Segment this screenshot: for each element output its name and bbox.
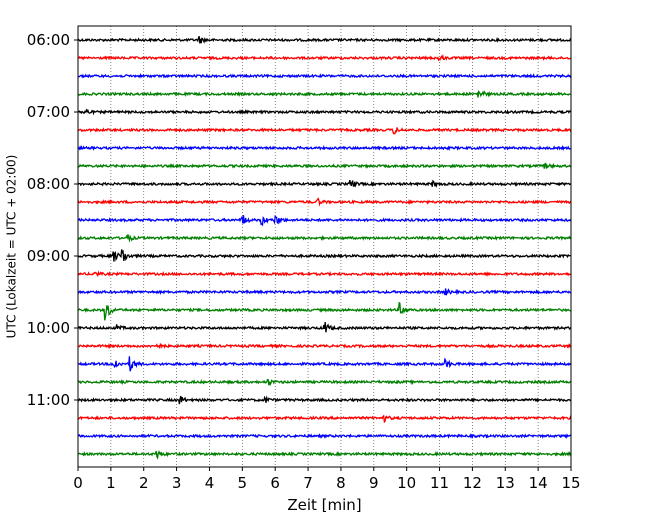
x-axis-title: Zeit [min] <box>287 496 361 514</box>
x-tick-label: 2 <box>139 474 149 492</box>
y-axis-title: UTC (Lokalzeit = UTC + 02:00) <box>5 155 19 339</box>
trace-line <box>77 53 572 62</box>
x-tick-label: 11 <box>430 474 449 492</box>
trace-line <box>77 162 572 170</box>
trace-line <box>77 108 572 116</box>
trace-line <box>77 270 572 278</box>
x-tick-label: 15 <box>561 474 580 492</box>
x-tick-label: 4 <box>205 474 215 492</box>
x-axis-ticks: 0 1 2 3 4 5 6 7 8 9 10 11 12 13 14 15 <box>73 467 581 492</box>
trace-line <box>77 321 572 333</box>
trace-line <box>77 127 572 135</box>
trace-line <box>77 450 572 460</box>
trace-line <box>77 288 572 296</box>
x-tick-label: 13 <box>496 474 515 492</box>
x-tick-label: 10 <box>397 474 416 492</box>
trace-line <box>77 179 572 189</box>
y-axis-ticks: 06:00 07:00 08:00 09:00 10:00 11:00 <box>27 31 78 409</box>
trace-line <box>77 249 572 262</box>
x-tick-label: 14 <box>529 474 548 492</box>
trace-line <box>77 215 572 227</box>
y-tick-label: 08:00 <box>27 175 70 193</box>
x-tick-label: 3 <box>172 474 182 492</box>
x-tick-label: 5 <box>238 474 248 492</box>
trace-line <box>77 395 572 405</box>
trace-line <box>77 35 572 44</box>
y-tick-label: 06:00 <box>27 31 70 49</box>
trace-line <box>77 145 572 152</box>
y-tick-label: 09:00 <box>27 247 70 265</box>
y-tick-label: 10:00 <box>27 319 70 337</box>
trace-line <box>77 414 572 424</box>
y-tick-label: 07:00 <box>27 103 70 121</box>
x-tick-label: 6 <box>270 474 280 492</box>
trace-line <box>77 197 572 207</box>
x-tick-label: 7 <box>303 474 313 492</box>
trace-line <box>77 378 572 386</box>
trace-lines <box>77 35 572 460</box>
trace-line <box>77 356 572 372</box>
y-tick-label: 11:00 <box>27 391 70 409</box>
x-tick-label: 0 <box>73 474 83 492</box>
x-tick-label: 9 <box>369 474 379 492</box>
x-tick-label: 1 <box>106 474 116 492</box>
x-tick-label: 8 <box>336 474 346 492</box>
trace-line <box>77 90 572 98</box>
trace-line <box>77 234 572 243</box>
trace-line <box>77 73 572 79</box>
trace-line <box>77 433 572 439</box>
trace-line <box>77 342 572 350</box>
trace-line <box>78 301 572 321</box>
plot-frame <box>77 25 572 468</box>
x-tick-label: 12 <box>463 474 482 492</box>
